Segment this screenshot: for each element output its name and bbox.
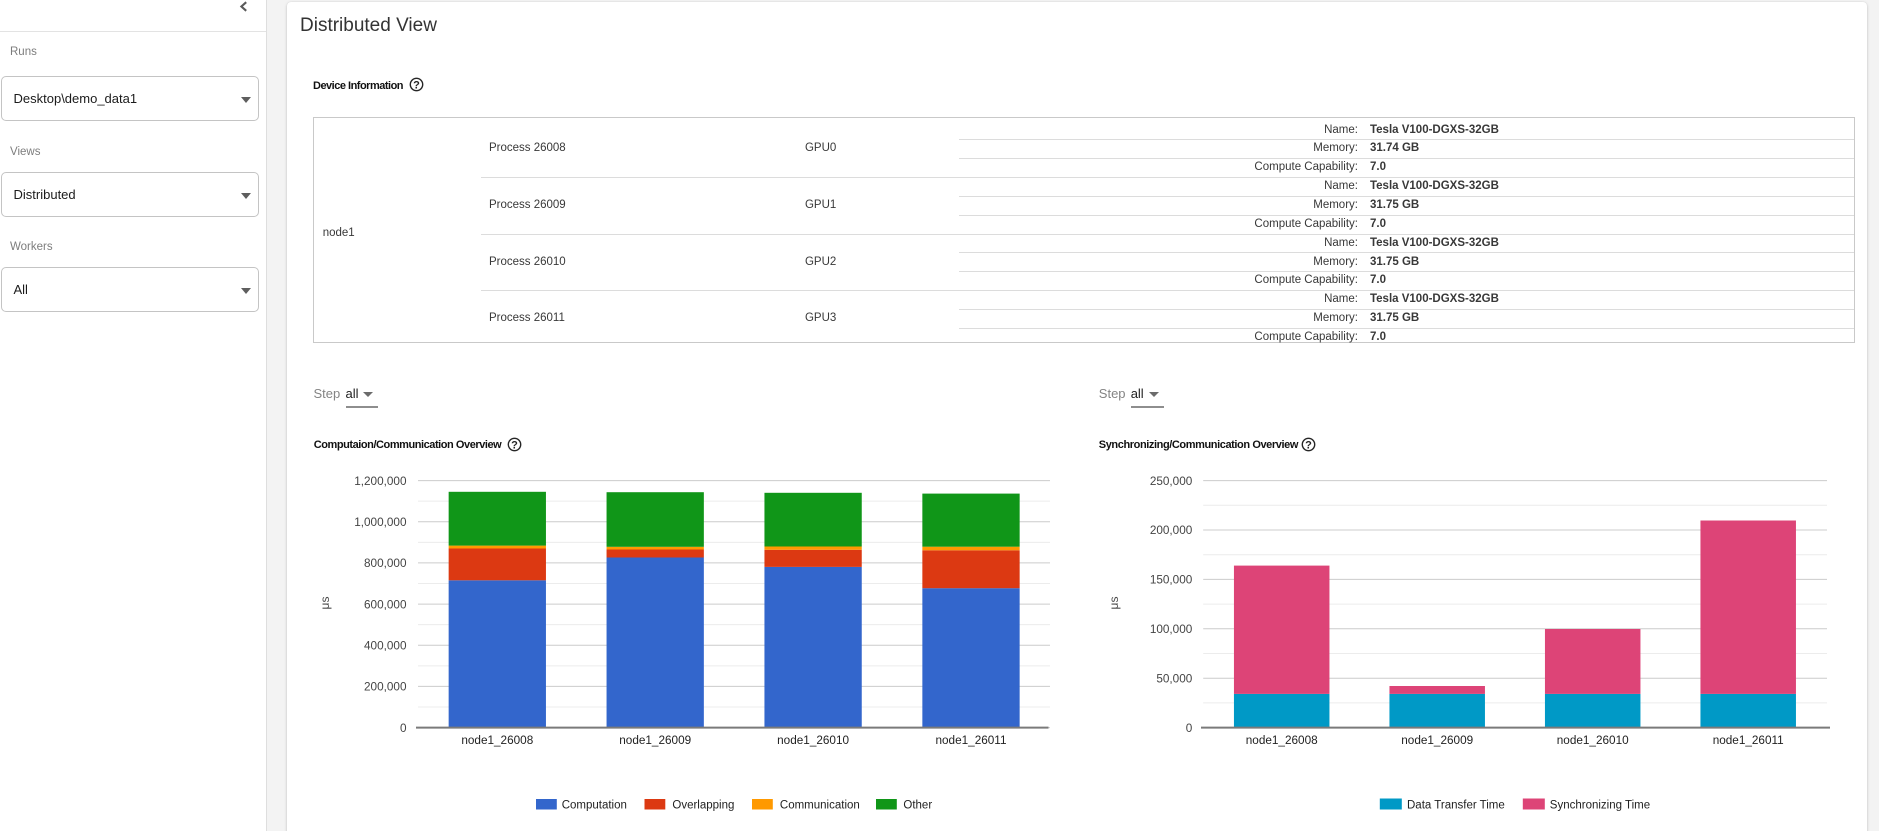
svg-text:Synchronizing Time: Synchronizing Time xyxy=(1550,800,1650,812)
svg-text:600,000: 600,000 xyxy=(364,598,407,611)
svg-text:Computation: Computation xyxy=(562,800,627,812)
svg-text:150,000: 150,000 xyxy=(1150,574,1193,587)
svg-text:?: ? xyxy=(413,80,420,92)
svg-text:0: 0 xyxy=(400,722,407,735)
svg-text:400,000: 400,000 xyxy=(364,639,407,652)
svg-text:100,000: 100,000 xyxy=(1150,623,1193,636)
svg-text:Overlapping: Overlapping xyxy=(672,800,734,812)
svg-text:200,000: 200,000 xyxy=(364,681,407,694)
svg-text:node1_26008: node1_26008 xyxy=(1246,734,1318,747)
svg-text:μs: μs xyxy=(318,597,332,610)
svg-text:?: ? xyxy=(511,440,518,452)
svg-text:800,000: 800,000 xyxy=(364,557,407,570)
svg-text:200,000: 200,000 xyxy=(1150,524,1193,537)
svg-text:node1_26011: node1_26011 xyxy=(935,734,1006,747)
svg-text:250,000: 250,000 xyxy=(1150,475,1193,488)
svg-text:0: 0 xyxy=(1186,722,1193,735)
svg-text:50,000: 50,000 xyxy=(1156,672,1192,685)
svg-text:node1_26009: node1_26009 xyxy=(619,734,691,747)
svg-text:node1_26010: node1_26010 xyxy=(1557,734,1629,747)
svg-text:node1_26011: node1_26011 xyxy=(1713,734,1784,747)
svg-text:?: ? xyxy=(1305,440,1312,452)
svg-text:1,200,000: 1,200,000 xyxy=(354,475,407,488)
svg-text:1,000,000: 1,000,000 xyxy=(354,516,407,529)
svg-text:node1_26009: node1_26009 xyxy=(1401,734,1473,747)
svg-text:node1_26008: node1_26008 xyxy=(461,734,533,747)
svg-text:Data Transfer Time: Data Transfer Time xyxy=(1407,800,1505,812)
svg-text:node1_26010: node1_26010 xyxy=(777,734,849,747)
svg-text:μs: μs xyxy=(1107,597,1121,610)
svg-text:Other: Other xyxy=(903,800,932,812)
svg-text:Communication: Communication xyxy=(780,800,860,812)
